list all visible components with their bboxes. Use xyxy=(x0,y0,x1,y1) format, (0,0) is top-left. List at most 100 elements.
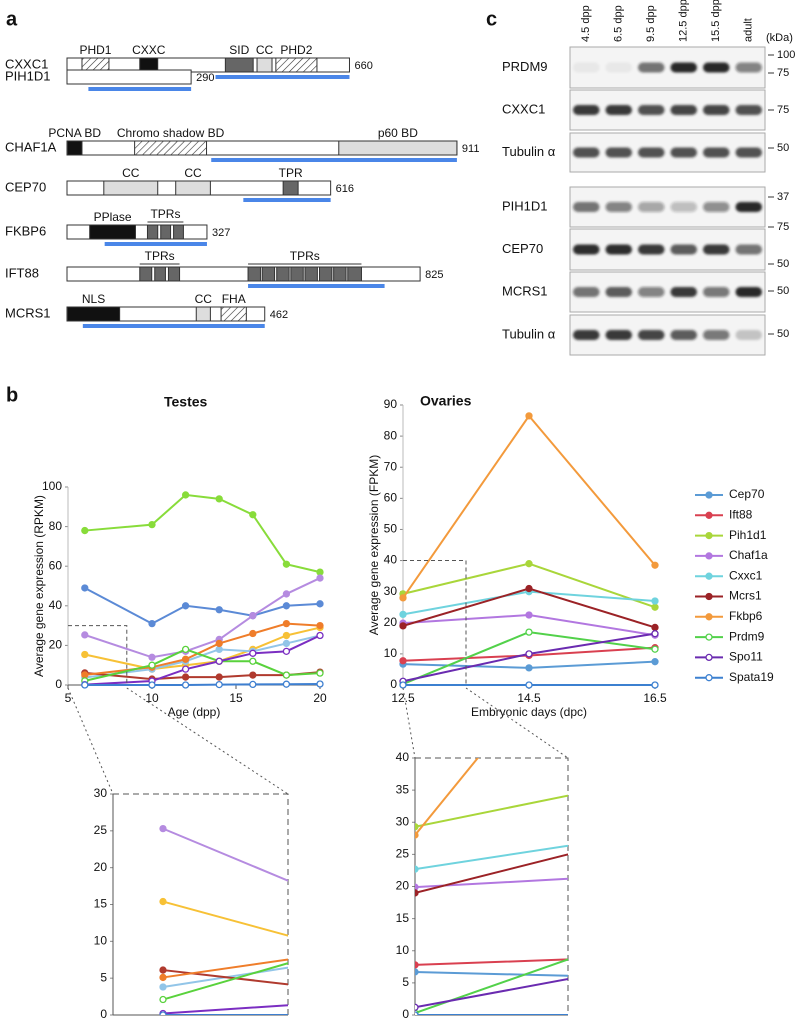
domain-label: PPlase xyxy=(94,210,132,224)
series-line xyxy=(415,958,568,966)
domain xyxy=(247,266,261,282)
data-point xyxy=(148,520,156,529)
domain xyxy=(319,266,333,282)
y-tick-label: 5 xyxy=(402,975,409,989)
protein-name: IFT88 xyxy=(5,265,39,280)
data-point xyxy=(282,647,291,655)
domain-label: FHA xyxy=(222,292,246,306)
data-point xyxy=(399,657,407,665)
band xyxy=(605,287,632,297)
domain xyxy=(347,266,362,282)
band xyxy=(670,105,697,115)
data-point xyxy=(181,655,190,663)
data-point xyxy=(249,649,257,657)
legend-marker xyxy=(705,552,713,560)
band xyxy=(670,202,697,212)
series-group xyxy=(81,491,324,689)
data-point xyxy=(181,645,190,654)
y-tick-label: 40 xyxy=(396,750,410,764)
band xyxy=(670,147,697,158)
y-tick-label: 20 xyxy=(384,615,398,629)
panel-label: b xyxy=(6,384,18,406)
data-point xyxy=(215,495,223,503)
data-point xyxy=(249,680,257,689)
data-point xyxy=(760,857,766,863)
data-point xyxy=(282,590,291,598)
domain-label: TPRs xyxy=(290,249,320,263)
y-tick-label: 20 xyxy=(94,860,108,874)
data-point xyxy=(718,819,724,825)
domain xyxy=(338,140,458,156)
row-label: CEP70 xyxy=(502,241,543,256)
data-point xyxy=(81,631,89,639)
data-point xyxy=(525,628,533,636)
band xyxy=(605,62,632,73)
zoom-region xyxy=(403,560,467,685)
series-group xyxy=(415,758,724,1015)
domain-label: CC xyxy=(184,166,202,180)
binding-region xyxy=(82,324,265,328)
band xyxy=(638,147,665,158)
legend-marker xyxy=(705,613,713,621)
band xyxy=(670,244,697,255)
series-line xyxy=(415,794,568,828)
data-point xyxy=(148,619,156,628)
panel-label: a xyxy=(6,8,18,30)
row-label: Tubulin α xyxy=(502,144,556,159)
binding-region xyxy=(211,158,457,162)
data-point xyxy=(181,602,190,610)
band xyxy=(573,202,600,212)
protein-bar xyxy=(66,266,421,282)
protein-name: FKBP6 xyxy=(5,223,46,238)
domain-label: TPR xyxy=(279,166,303,180)
marker-label: 100 xyxy=(777,49,795,61)
data-point xyxy=(159,897,167,906)
domain xyxy=(66,140,83,156)
data-point xyxy=(181,665,190,673)
data-point xyxy=(718,813,724,819)
domain-label: CC xyxy=(122,166,140,180)
data-point xyxy=(360,1012,366,1018)
data-point xyxy=(81,584,89,592)
y-tick-label: 10 xyxy=(396,943,410,957)
series-line xyxy=(162,827,288,882)
data-point xyxy=(660,754,666,760)
data-point xyxy=(148,681,156,689)
lane-label: 15.5 dpp xyxy=(710,0,722,42)
protein-length: 290 xyxy=(196,72,214,84)
data-point xyxy=(282,602,291,610)
domain-label: PHD2 xyxy=(280,43,312,57)
data-point xyxy=(215,673,223,681)
blot xyxy=(569,132,766,173)
y-axis-label: Average gene expression (FPKM) xyxy=(367,455,381,636)
series-line xyxy=(415,978,568,1009)
zoom-connector xyxy=(126,687,289,795)
series-line xyxy=(415,958,568,1015)
protein-length: 911 xyxy=(462,143,480,155)
data-point xyxy=(215,639,223,648)
domain xyxy=(173,224,184,240)
legend-label: Cep70 xyxy=(729,487,765,501)
y-axis-label: Average gene expression (RPKM) xyxy=(32,495,46,677)
unit-label: (kDa) xyxy=(766,32,793,44)
data-point xyxy=(282,631,291,640)
data-point xyxy=(181,673,190,681)
blot xyxy=(569,46,766,89)
zoom-frame xyxy=(415,757,569,1015)
zoom-frame xyxy=(113,793,289,1015)
x-axis-label: Embryonic days (dpc) xyxy=(471,705,587,719)
y-tick-label: 80 xyxy=(384,428,398,442)
data-point xyxy=(560,879,566,885)
data-point xyxy=(415,883,419,891)
data-point xyxy=(215,680,223,689)
data-point xyxy=(249,657,257,665)
data-point xyxy=(460,938,466,944)
protein-name: CHAF1A xyxy=(5,139,57,154)
band xyxy=(605,244,632,255)
data-point xyxy=(760,717,766,723)
data-point xyxy=(760,975,766,981)
y-tick-label: 100 xyxy=(42,479,62,493)
data-point xyxy=(560,1011,566,1017)
legend-marker xyxy=(705,674,713,682)
data-point xyxy=(660,820,666,826)
